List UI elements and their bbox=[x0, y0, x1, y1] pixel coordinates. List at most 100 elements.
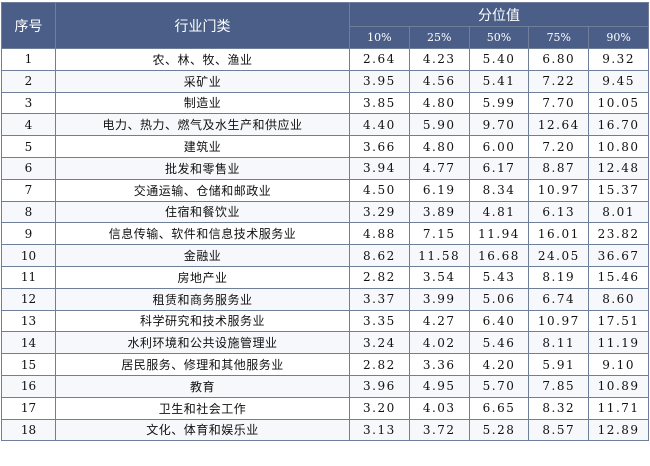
row-value-p75: 8.32 bbox=[528, 396, 590, 420]
table-row: 5 建筑业 3.66 4.80 6.00 7.20 10.80 bbox=[1, 135, 650, 158]
row-value-p75: 10.97 bbox=[528, 309, 590, 333]
row-value-p75: 8.11 bbox=[528, 331, 590, 355]
row-seq: 14 bbox=[1, 331, 56, 355]
row-value-p90: 11.71 bbox=[588, 396, 650, 420]
row-value-p50: 16.68 bbox=[468, 244, 530, 267]
row-seq: 13 bbox=[1, 309, 56, 333]
row-industry: 水利环境和公共设施管理业 bbox=[55, 331, 350, 355]
row-value-p10: 3.24 bbox=[349, 331, 410, 355]
row-value-p50: 5.28 bbox=[468, 418, 530, 442]
row-value-p25: 4.95 bbox=[408, 374, 470, 398]
row-industry: 房地产业 bbox=[55, 265, 350, 289]
row-value-p75: 7.85 bbox=[528, 374, 590, 398]
row-industry: 建筑业 bbox=[55, 135, 350, 158]
header-p10: 10% bbox=[349, 26, 410, 49]
row-industry: 采矿业 bbox=[55, 69, 350, 93]
row-value-p25: 5.90 bbox=[408, 113, 470, 137]
row-value-p25: 3.72 bbox=[408, 418, 470, 442]
row-value-p10: 4.40 bbox=[349, 113, 410, 137]
row-value-p25: 4.23 bbox=[408, 48, 470, 71]
row-value-p25: 4.77 bbox=[408, 156, 470, 180]
table-row: 2 采矿业 3.95 4.56 5.41 7.22 9.45 bbox=[1, 69, 650, 93]
row-value-p10: 2.64 bbox=[349, 48, 410, 71]
table-row: 12 租赁和商务服务业 3.37 3.99 5.06 6.74 8.60 bbox=[1, 287, 650, 311]
row-industry: 交通运输、仓储和邮政业 bbox=[55, 178, 350, 202]
row-value-p25: 4.56 bbox=[408, 69, 470, 93]
table-row: 14 水利环境和公共设施管理业 3.24 4.02 5.46 8.11 11.19 bbox=[1, 331, 650, 355]
row-seq: 15 bbox=[1, 353, 56, 376]
row-seq: 9 bbox=[1, 222, 56, 246]
row-value-p25: 4.80 bbox=[408, 135, 470, 158]
header-row-percentiles: 10% 25% 50% 75% 90% bbox=[2, 26, 650, 49]
row-value-p90: 10.05 bbox=[588, 91, 650, 115]
row-industry: 金融业 bbox=[55, 244, 350, 267]
row-value-p50: 5.46 bbox=[468, 331, 530, 355]
row-value-p90: 8.01 bbox=[588, 200, 650, 224]
header-row-top: 序号 行业门类 分位值 bbox=[1, 2, 650, 49]
row-seq: 11 bbox=[1, 265, 56, 289]
row-seq: 10 bbox=[1, 244, 56, 267]
row-value-p75: 6.80 bbox=[528, 48, 590, 71]
row-value-p50: 6.00 bbox=[468, 135, 530, 158]
table-row: 3 制造业 3.85 4.80 5.99 7.70 10.05 bbox=[1, 91, 650, 115]
row-value-p10: 3.95 bbox=[349, 69, 410, 93]
row-value-p50: 5.41 bbox=[468, 69, 530, 93]
row-seq: 2 bbox=[1, 69, 56, 93]
row-industry: 农、林、牧、渔业 bbox=[55, 48, 350, 71]
row-value-p75: 8.87 bbox=[528, 156, 590, 180]
row-value-p90: 17.51 bbox=[588, 309, 650, 333]
table-row: 4 电力、热力、燃气及水生产和供应业 4.40 5.90 9.70 12.64 16.70 bbox=[1, 113, 650, 137]
row-seq: 16 bbox=[1, 374, 56, 398]
header-p75: 75% bbox=[528, 26, 590, 49]
row-value-p10: 8.62 bbox=[349, 244, 410, 267]
row-value-p50: 4.20 bbox=[468, 353, 530, 376]
row-value-p50: 5.70 bbox=[468, 374, 530, 398]
row-value-p50: 4.81 bbox=[468, 200, 530, 224]
row-value-p10: 2.82 bbox=[349, 265, 410, 289]
row-value-p10: 4.50 bbox=[349, 178, 410, 202]
row-value-p75: 7.20 bbox=[528, 135, 590, 158]
row-value-p90: 12.89 bbox=[588, 418, 650, 442]
row-value-p75: 7.70 bbox=[528, 91, 590, 115]
industry-percentile-table: 序号 行业门类 分位值 10% 25% 50% 75% 90% 1 农、林、牧、渔… bbox=[1, 2, 650, 442]
row-value-p25: 3.89 bbox=[408, 200, 470, 224]
row-value-p75: 8.19 bbox=[528, 265, 590, 289]
row-value-p75: 12.64 bbox=[528, 113, 590, 137]
row-industry: 制造业 bbox=[55, 91, 350, 115]
row-value-p75: 7.22 bbox=[528, 69, 590, 93]
table-row: 10 金融业 8.62 11.58 16.68 24.05 36.67 bbox=[1, 244, 650, 267]
row-value-p50: 6.17 bbox=[468, 156, 530, 180]
table-row: 8 住宿和餐饮业 3.29 3.89 4.81 6.13 8.01 bbox=[1, 200, 650, 224]
row-value-p75: 6.13 bbox=[528, 200, 590, 224]
row-value-p10: 3.29 bbox=[349, 200, 410, 224]
table-row: 7 交通运输、仓储和邮政业 4.50 6.19 8.34 10.97 15.37 bbox=[1, 178, 650, 202]
row-industry: 教育 bbox=[55, 374, 350, 398]
row-value-p90: 9.10 bbox=[588, 353, 650, 376]
row-value-p10: 4.88 bbox=[349, 222, 410, 246]
row-value-p25: 3.54 bbox=[408, 265, 470, 289]
table-row: 11 房地产业 2.82 3.54 5.43 8.19 15.46 bbox=[1, 265, 650, 289]
row-value-p75: 16.01 bbox=[528, 222, 590, 246]
row-value-p90: 11.19 bbox=[588, 331, 650, 355]
row-value-p90: 12.48 bbox=[588, 156, 650, 180]
row-value-p10: 3.20 bbox=[349, 396, 410, 420]
row-seq: 4 bbox=[1, 113, 56, 137]
row-seq: 5 bbox=[1, 135, 56, 158]
row-value-p50: 8.34 bbox=[468, 178, 530, 202]
row-seq: 1 bbox=[1, 48, 56, 71]
row-value-p90: 8.60 bbox=[588, 287, 650, 311]
row-value-p10: 3.94 bbox=[349, 156, 410, 180]
row-value-p90: 36.67 bbox=[588, 244, 650, 267]
row-value-p50: 11.94 bbox=[468, 222, 530, 246]
row-value-p25: 4.27 bbox=[408, 309, 470, 333]
row-value-p90: 9.45 bbox=[588, 69, 650, 93]
row-industry: 科学研究和技术服务业 bbox=[55, 309, 350, 333]
row-value-p50: 6.65 bbox=[468, 396, 530, 420]
row-value-p10: 3.66 bbox=[349, 135, 410, 158]
row-seq: 17 bbox=[1, 396, 56, 420]
row-value-p75: 8.57 bbox=[528, 418, 590, 442]
row-value-p90: 16.70 bbox=[588, 113, 650, 137]
row-value-p50: 9.70 bbox=[468, 113, 530, 137]
row-seq: 12 bbox=[1, 287, 56, 311]
row-value-p75: 10.97 bbox=[528, 178, 590, 202]
